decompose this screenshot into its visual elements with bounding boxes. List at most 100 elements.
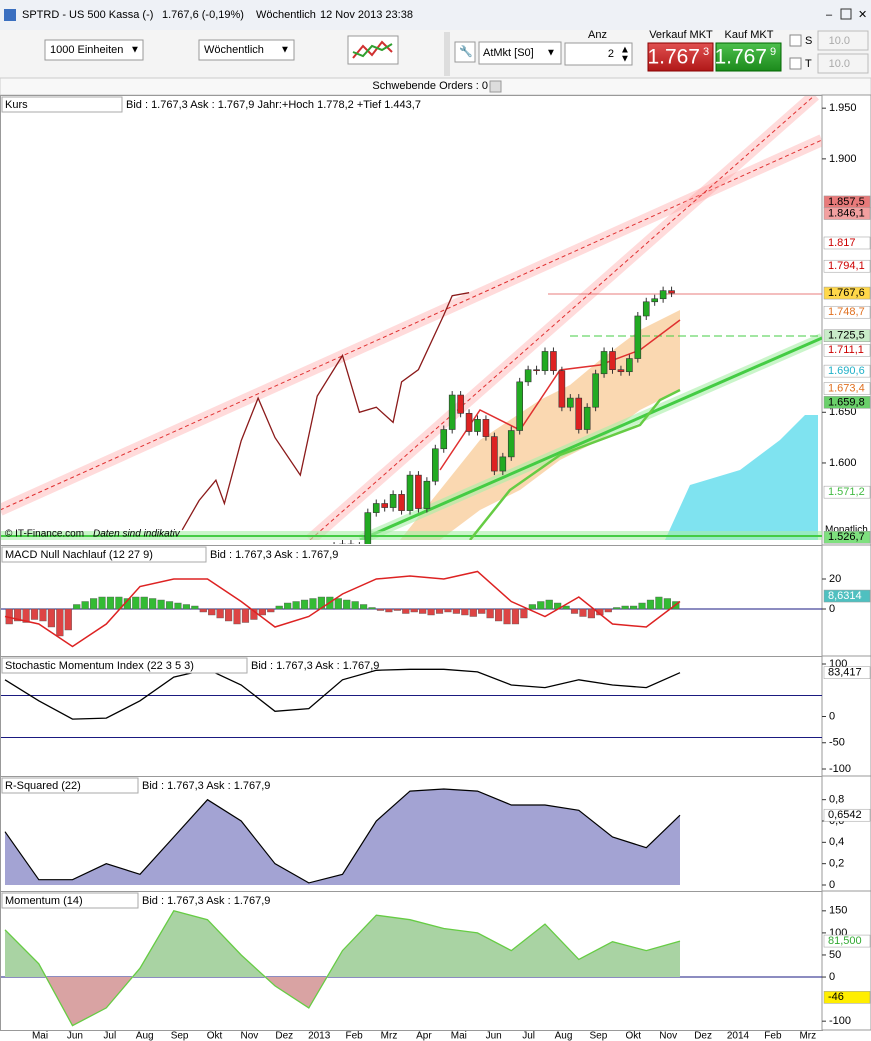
candle (440, 429, 448, 450)
sell-button[interactable]: 1.767 3 (647, 42, 714, 72)
x-tick-label: Apr (416, 1031, 432, 1041)
y-tick-label: 1.600 (829, 457, 857, 469)
plot (1, 668, 822, 738)
spin-down[interactable]: ▼ (620, 54, 630, 65)
button-icon[interactable] (352, 40, 393, 59)
value-label: 1.711,1 (828, 344, 864, 356)
dropdown-box[interactable] (44, 39, 144, 61)
value-label-box (823, 236, 871, 250)
dropdown-arrow[interactable]: ▼ (130, 45, 140, 56)
y-tick-label: 0,2 (829, 858, 844, 870)
candle (541, 351, 549, 372)
window-buttons[interactable]: – ✕ (826, 8, 867, 21)
target-value[interactable]: 10.0 (829, 58, 850, 70)
value-label: 1.725,5 (828, 330, 865, 342)
dropdown-text[interactable]: Wöchentlich (204, 44, 264, 56)
candle (372, 503, 380, 513)
buy-button[interactable]: 1.767 9 (714, 42, 782, 72)
value-label-box (823, 808, 871, 822)
button-box[interactable] (715, 42, 782, 72)
area-fill (5, 789, 680, 885)
dropdown-arrow[interactable]: ▼ (546, 48, 556, 59)
candle (642, 301, 650, 317)
histogram-bar (267, 608, 275, 613)
histogram-bar (258, 608, 266, 616)
histogram-bar (604, 608, 612, 613)
close-button[interactable]: ✕ (858, 9, 867, 21)
button-icon[interactable] (352, 43, 393, 58)
input-box[interactable] (564, 42, 633, 66)
candle (634, 315, 642, 359)
dropdown-box[interactable] (478, 41, 562, 65)
value-label-box (823, 286, 871, 300)
order-type-dropdown[interactable]: AtMkt [S0] ▼ (478, 41, 562, 65)
window-title: SPTRD - US 500 Kassa (-) (22, 9, 153, 21)
histogram-bar (663, 598, 671, 610)
spin-up[interactable]: ▲ (620, 45, 630, 56)
y-tick-label: -100 (829, 1015, 851, 1027)
x-tick-label: Aug (555, 1031, 573, 1041)
button-box[interactable] (647, 42, 714, 72)
candle (415, 474, 422, 509)
trend-line (309, 96, 815, 540)
target-label: T (805, 58, 812, 70)
signal-line (4, 570, 681, 648)
axis-area (821, 890, 871, 1031)
target-input[interactable] (817, 53, 869, 74)
value-label-box (823, 207, 871, 220)
dropdown-arrow[interactable]: ▼ (280, 45, 290, 56)
x-tick-label: Dez (694, 1031, 712, 1041)
indicator-line (4, 668, 681, 720)
candle (592, 373, 599, 408)
target-checkbox[interactable] (789, 57, 802, 70)
histogram-bar (402, 608, 410, 614)
pending-orders[interactable]: Schwebende Orders : 0 (372, 80, 488, 92)
histogram-bar (579, 608, 587, 617)
chart-tools-button[interactable] (347, 35, 399, 65)
qty-input[interactable]: 2 ▲ ▼ (564, 42, 633, 66)
x-tick-label: 2013 (308, 1031, 331, 1041)
plot (1, 96, 822, 544)
indicator-line (469, 388, 681, 540)
panel-header (1, 546, 207, 563)
maximize-button[interactable] (840, 8, 852, 20)
input-text[interactable]: 2 (608, 48, 614, 60)
plot (1, 570, 822, 648)
dropdown-text[interactable]: 1000 Einheiten (50, 44, 123, 56)
value-label-box (823, 329, 871, 342)
histogram-bar (360, 604, 368, 610)
histogram-bar (284, 602, 292, 610)
sell-price[interactable]: 1.767 (647, 46, 700, 69)
support-line (359, 336, 822, 540)
panel: R-Squared (22) Bid : 1.767,3 Ask : 1.767,… (0, 775, 871, 892)
x-tick-label: Feb (764, 1031, 782, 1041)
stop-checkbox[interactable] (789, 34, 802, 47)
candle (626, 358, 633, 373)
x-tick-label: Okt (626, 1031, 642, 1041)
settings-button[interactable] (454, 41, 476, 63)
wrench-icon[interactable]: 🔧 (459, 44, 473, 58)
compare-line (181, 292, 470, 531)
sell-fraction[interactable]: 3 (703, 46, 709, 58)
x-tick-label: Aug (136, 1031, 154, 1041)
candle (423, 480, 431, 509)
units-dropdown[interactable]: 1000 Einheiten ▼ (44, 39, 144, 61)
buy-fraction[interactable]: 9 (770, 46, 776, 58)
buy-price[interactable]: 1.767 (714, 46, 767, 69)
period-dropdown[interactable]: Wöchentlich ▼ (198, 39, 295, 61)
histogram-bar (191, 605, 199, 610)
stop-input[interactable] (817, 30, 869, 51)
histogram-bar (241, 608, 250, 623)
dropdown-box[interactable] (198, 39, 295, 61)
value-label: 1.571,2 (828, 486, 865, 498)
histogram-bar (334, 598, 342, 610)
minimize-button[interactable]: – (826, 9, 833, 21)
candle (659, 290, 667, 300)
x-tick-label: Jul (103, 1031, 116, 1041)
dropdown-text[interactable]: AtMkt [S0] (483, 47, 534, 59)
pending-icon[interactable] (489, 80, 502, 93)
stop-value[interactable]: 10.0 (829, 35, 850, 47)
candle (617, 369, 625, 373)
histogram-bar (199, 608, 207, 613)
histogram-bar (73, 604, 81, 610)
